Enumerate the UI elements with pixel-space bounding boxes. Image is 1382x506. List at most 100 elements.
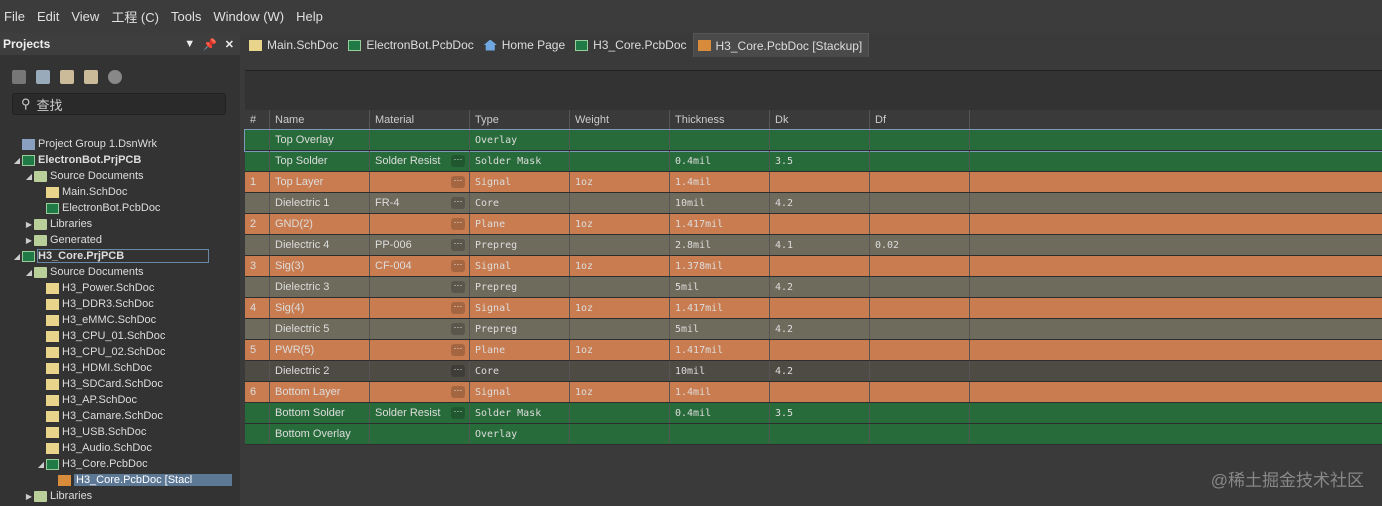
cell-dk[interactable]	[770, 340, 870, 360]
menu-item[interactable]: Help	[296, 9, 323, 24]
expanded-arrow-icon[interactable]: ◢	[25, 171, 33, 181]
column-header[interactable]: Dk	[770, 110, 870, 129]
cell-dk[interactable]: 3.5	[770, 151, 870, 171]
cell-material[interactable]: ···	[370, 382, 470, 402]
column-header[interactable]: Df	[870, 110, 970, 129]
cell-type[interactable]: Prepreg	[470, 235, 570, 255]
table-row[interactable]: Top Overlay Overlay	[244, 129, 1382, 152]
save-icon[interactable]	[12, 70, 26, 84]
cell-name[interactable]: GND(2)	[270, 214, 370, 234]
cell-num[interactable]: 1	[245, 172, 270, 192]
copy-icon[interactable]	[36, 70, 50, 84]
table-row[interactable]: 3 Sig(3) CF-004 ··· Signal 1oz 1.378mil	[245, 256, 1382, 277]
cell-df[interactable]	[870, 151, 970, 171]
tab-document[interactable]: ElectronBot.PcbDoc	[344, 33, 479, 57]
cell-weight[interactable]	[570, 277, 670, 297]
material-browse-button[interactable]: ···	[451, 302, 465, 314]
close-icon[interactable]: ✕	[224, 38, 234, 51]
cell-df[interactable]	[870, 361, 970, 381]
cell-type[interactable]: Signal	[470, 256, 570, 276]
cell-material[interactable]: Solder Resist ···	[370, 403, 470, 423]
cell-weight[interactable]	[570, 130, 670, 150]
cell-material[interactable]: Solder Resist ···	[370, 151, 470, 171]
table-row[interactable]: Dielectric 5 ··· Prepreg 5mil 4.2	[245, 319, 1382, 340]
cell-material[interactable]: ···	[370, 214, 470, 234]
cell-weight[interactable]: 1oz	[570, 172, 670, 192]
material-browse-button[interactable]: ···	[451, 281, 465, 293]
material-browse-button[interactable]: ···	[451, 386, 465, 398]
cell-material[interactable]: ···	[370, 298, 470, 318]
tree-item[interactable]: H3_DDR3.SchDoc	[0, 296, 238, 312]
expanded-arrow-icon[interactable]: ◢	[37, 459, 45, 469]
cell-dk[interactable]	[770, 382, 870, 402]
tree-item[interactable]: ◢ H3_Core.PrjPCB	[0, 248, 238, 264]
expanded-arrow-icon[interactable]: ◢	[13, 251, 21, 261]
cell-material[interactable]: ···	[370, 340, 470, 360]
cell-weight[interactable]	[570, 319, 670, 339]
cell-df[interactable]	[870, 193, 970, 213]
table-row[interactable]: Dielectric 3 ··· Prepreg 5mil 4.2	[245, 277, 1382, 298]
tab-document[interactable]: H3_Core.PcbDoc	[571, 33, 692, 57]
cell-weight[interactable]: 1oz	[570, 340, 670, 360]
collapsed-arrow-icon[interactable]: ▶	[25, 491, 33, 501]
cell-name[interactable]: Dielectric 1	[270, 193, 370, 213]
cell-weight[interactable]	[570, 151, 670, 171]
cell-dk[interactable]: 4.2	[770, 319, 870, 339]
cell-name[interactable]: Bottom Solder	[270, 403, 370, 423]
tree-item[interactable]: ▶ Libraries	[0, 216, 238, 232]
cell-num[interactable]	[245, 319, 270, 339]
cell-df[interactable]	[870, 382, 970, 402]
tree-item[interactable]: H3_CPU_01.SchDoc	[0, 328, 238, 344]
cell-num[interactable]: 5	[245, 340, 270, 360]
gear-icon[interactable]	[108, 70, 122, 84]
tree-item[interactable]: H3_HDMI.SchDoc	[0, 360, 238, 376]
cell-df[interactable]	[870, 319, 970, 339]
cell-num[interactable]: 2	[245, 214, 270, 234]
cell-df[interactable]: 0.02	[870, 235, 970, 255]
cell-name[interactable]: Dielectric 3	[270, 277, 370, 297]
table-row[interactable]: 4 Sig(4) ··· Signal 1oz 1.417mil	[245, 298, 1382, 319]
cell-dk[interactable]: 4.1	[770, 235, 870, 255]
cell-thickness[interactable]: 1.417mil	[670, 340, 770, 360]
cell-df[interactable]	[870, 277, 970, 297]
cell-num[interactable]: 3	[245, 256, 270, 276]
table-row[interactable]: 5 PWR(5) ··· Plane 1oz 1.417mil	[245, 340, 1382, 361]
cell-num[interactable]	[245, 403, 270, 423]
cell-thickness[interactable]	[670, 130, 770, 150]
cell-df[interactable]	[870, 172, 970, 192]
cell-num[interactable]: 4	[245, 298, 270, 318]
tree-item[interactable]: ▶ Generated	[0, 232, 238, 248]
cell-thickness[interactable]: 0.4mil	[670, 151, 770, 171]
cell-dk[interactable]: 4.2	[770, 361, 870, 381]
cell-num[interactable]	[245, 424, 270, 444]
cell-weight[interactable]: 1oz	[570, 382, 670, 402]
cell-df[interactable]	[870, 256, 970, 276]
column-header[interactable]: Type	[470, 110, 570, 129]
column-header[interactable]: Weight	[570, 110, 670, 129]
tree-item[interactable]: ElectronBot.PcbDoc	[0, 200, 238, 216]
cell-dk[interactable]	[770, 256, 870, 276]
material-browse-button[interactable]: ···	[451, 344, 465, 356]
expanded-arrow-icon[interactable]: ◢	[13, 155, 21, 165]
cell-dk[interactable]	[770, 424, 870, 444]
cell-weight[interactable]	[570, 403, 670, 423]
cell-type[interactable]: Signal	[470, 298, 570, 318]
cell-num[interactable]: 6	[245, 382, 270, 402]
column-header[interactable]: Thickness	[670, 110, 770, 129]
cell-dk[interactable]	[770, 130, 870, 150]
cell-dk[interactable]	[770, 298, 870, 318]
cell-thickness[interactable]: 10mil	[670, 193, 770, 213]
column-header[interactable]: Name	[270, 110, 370, 129]
cell-weight[interactable]	[570, 193, 670, 213]
material-browse-button[interactable]: ···	[451, 218, 465, 230]
material-browse-button[interactable]: ···	[451, 155, 465, 167]
cell-weight[interactable]: 1oz	[570, 214, 670, 234]
cell-name[interactable]: Sig(3)	[270, 256, 370, 276]
tree-item[interactable]: ◢ Source Documents	[0, 168, 238, 184]
expanded-arrow-icon[interactable]: ◢	[25, 267, 33, 277]
collapsed-arrow-icon[interactable]: ▶	[25, 235, 33, 245]
cell-dk[interactable]: 4.2	[770, 193, 870, 213]
cell-type[interactable]: Plane	[470, 340, 570, 360]
cell-name[interactable]: Top Solder	[270, 151, 370, 171]
tree-item[interactable]: Project Group 1.DsnWrk	[0, 136, 238, 152]
